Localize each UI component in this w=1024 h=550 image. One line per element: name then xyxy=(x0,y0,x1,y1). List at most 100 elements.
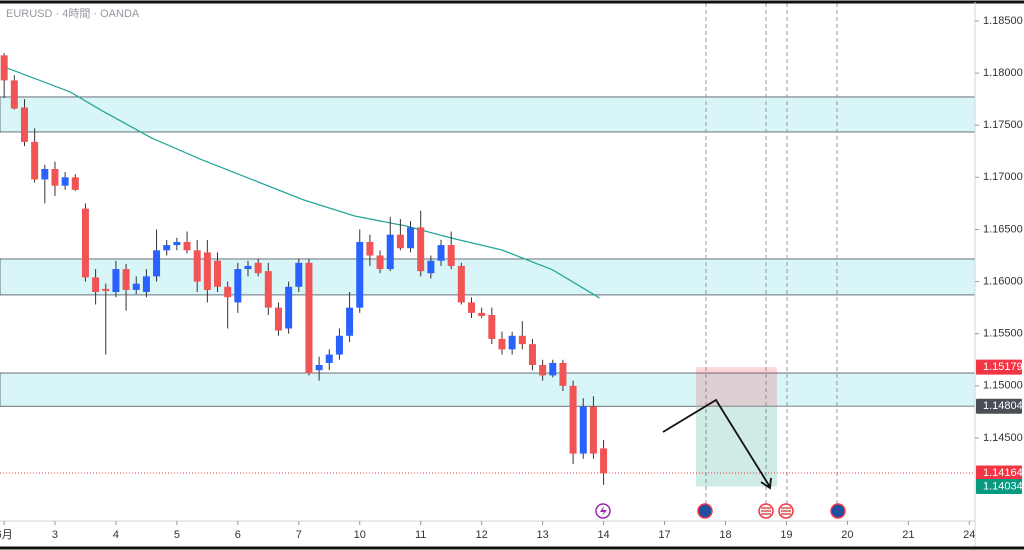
candle-body xyxy=(457,265,465,303)
y-tick-label: 1.15000 xyxy=(983,380,1023,392)
candle-body xyxy=(386,234,394,270)
candle-body xyxy=(274,307,282,331)
y-tick-label: 1.16500 xyxy=(983,223,1023,235)
candle-body xyxy=(335,335,343,355)
candle-body xyxy=(559,362,567,386)
candle-body xyxy=(132,283,140,290)
candle-body xyxy=(264,271,272,308)
y-tick-label: 1.18500 xyxy=(983,15,1023,27)
x-tick-label: 6 xyxy=(235,529,241,541)
x-tick-label: 10 xyxy=(354,529,366,541)
candle-body xyxy=(600,448,608,474)
candle-body xyxy=(305,262,313,374)
x-tick-label: 21 xyxy=(902,529,914,541)
candle-body xyxy=(203,252,211,290)
candle-body xyxy=(478,312,486,316)
candle-body xyxy=(366,241,374,256)
candle-body xyxy=(437,245,445,261)
candle-body xyxy=(528,344,536,365)
candle-body xyxy=(315,364,323,371)
candle-body xyxy=(112,269,120,293)
x-tick-label: 13 xyxy=(536,529,548,541)
price-label-box xyxy=(976,398,1022,414)
candle-body xyxy=(356,241,364,308)
candle-body xyxy=(407,227,415,249)
arrow-drawing xyxy=(662,398,771,488)
candle-body xyxy=(234,269,242,303)
candle-body xyxy=(31,141,39,180)
candle-body xyxy=(163,245,171,251)
support-resistance-zone xyxy=(0,372,976,407)
x-tick-label: 14 xyxy=(597,529,609,541)
y-tick-label: 1.17500 xyxy=(983,119,1023,131)
y-tick-label: 1.18000 xyxy=(983,67,1023,79)
price-label-box xyxy=(976,359,1022,375)
candle-body xyxy=(427,260,435,274)
candle-body xyxy=(488,314,496,339)
moving-average xyxy=(3,66,600,299)
x-tick-label: 11 xyxy=(415,529,426,541)
candle-body xyxy=(142,276,150,293)
candle-body xyxy=(325,354,333,363)
candle-body xyxy=(10,80,18,109)
event-icon xyxy=(830,503,846,519)
plot-area xyxy=(0,3,976,520)
candle-body xyxy=(20,107,28,142)
candle-body xyxy=(346,307,354,336)
y-tick-label: 1.16000 xyxy=(983,275,1023,287)
x-tick-label: 24 xyxy=(963,529,975,541)
candle-body xyxy=(549,362,557,376)
candle-body xyxy=(224,286,232,298)
candle-body xyxy=(102,288,110,291)
price-label: 1.15179 xyxy=(983,361,1023,373)
price-label: 1.14164 xyxy=(983,467,1023,479)
stop-box xyxy=(696,367,777,407)
candle-body xyxy=(0,55,8,81)
candle-body xyxy=(81,208,89,278)
x-tick-label: 12 xyxy=(476,529,488,541)
candle-body xyxy=(539,364,547,376)
candle-body xyxy=(122,269,130,290)
candle-body xyxy=(183,241,191,251)
support-resistance-zone xyxy=(0,96,976,133)
x-tick-label: 20 xyxy=(841,529,853,541)
candle-body xyxy=(376,255,384,270)
candle-body xyxy=(447,245,455,266)
y-tick-label: 1.14500 xyxy=(983,432,1023,444)
candle-body xyxy=(518,335,526,345)
price-label: 1.14034 xyxy=(983,480,1023,492)
x-tick-label: 17 xyxy=(658,529,670,541)
candle-body xyxy=(579,406,587,454)
x-tick-label: 18 xyxy=(719,529,731,541)
candle-body xyxy=(285,286,293,329)
candle-body xyxy=(508,335,516,350)
candle-body xyxy=(417,227,425,272)
candle-body xyxy=(244,265,252,270)
candle-body xyxy=(396,234,404,249)
candle-body xyxy=(214,260,222,287)
price-label: 1.14804 xyxy=(983,400,1023,412)
price-label-box xyxy=(976,465,1022,481)
candle-body xyxy=(498,338,506,350)
target-box xyxy=(696,406,777,487)
x-tick-label: 5 xyxy=(174,529,180,541)
x-tick-label: 3 xyxy=(52,529,58,541)
y-tick-label: 1.17000 xyxy=(983,171,1023,183)
candle-body xyxy=(153,250,161,277)
candle-body xyxy=(254,262,262,274)
chart-title: EURUSD · 4時間 · OANDA xyxy=(6,7,140,20)
candle-body xyxy=(467,302,475,313)
candle-body xyxy=(61,177,69,186)
x-tick-label: 19 xyxy=(780,529,792,541)
price-label-box xyxy=(976,479,1022,495)
candle-body xyxy=(193,250,201,282)
y-tick-label: 1.15500 xyxy=(983,328,1023,340)
event-icon-bolt xyxy=(600,506,607,516)
candle-body xyxy=(51,168,59,186)
candle-body xyxy=(173,241,181,246)
x-tick-label: 7 xyxy=(296,529,302,541)
candle-body xyxy=(41,168,49,180)
x-tick-label: 6月 xyxy=(0,529,13,541)
candle-body xyxy=(71,177,79,190)
